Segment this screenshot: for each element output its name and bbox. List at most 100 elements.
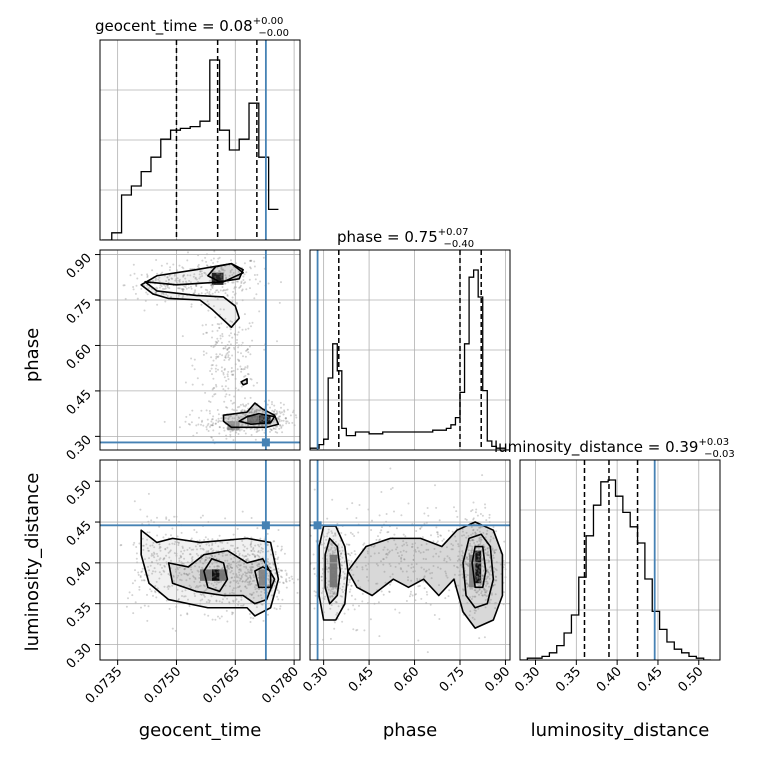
pair-geocent_time-phase-sample-point — [226, 373, 229, 376]
pair-phase-luminosity_distance-sample-point — [476, 514, 479, 517]
pair-phase-luminosity_distance-sample-point — [499, 563, 502, 566]
pair-phase-luminosity_distance-sample-point — [400, 557, 403, 560]
hist-bin-phase-21 — [405, 432, 410, 450]
pair-geocent_time-luminosity_distance-sample-point — [276, 589, 279, 592]
pair-geocent_time-luminosity_distance-sample-point — [238, 564, 241, 567]
hist-bin-geocent_time-4 — [141, 172, 151, 240]
pair-geocent_time-phase-sample-point — [235, 301, 238, 304]
pair-phase-luminosity_distance-sample-point — [375, 582, 378, 585]
pair-geocent_time-luminosity_distance-sample-point — [147, 565, 149, 568]
pair-phase-luminosity_distance-sample-point — [479, 583, 482, 586]
pair-phase-luminosity_distance-sample-point — [445, 572, 447, 575]
pair-geocent_time-phase-sample-point — [212, 359, 215, 362]
pair-phase-luminosity_distance-sample-point — [469, 585, 472, 588]
hist-bin-phase-10 — [355, 432, 360, 450]
pair-phase-luminosity_distance-sample-point — [334, 532, 337, 535]
pair-geocent_time-phase-sample-point — [272, 410, 275, 413]
pair-phase-luminosity_distance-sample-point — [473, 563, 476, 566]
pair-geocent_time-luminosity_distance-sample-point — [206, 578, 209, 581]
pair-geocent_time-phase-sample-point — [291, 421, 294, 424]
pair-geocent_time-luminosity_distance-sample-point — [144, 558, 146, 561]
pair-phase-luminosity_distance-sample-point — [344, 560, 346, 563]
pair-geocent_time-luminosity_distance-sample-point — [232, 611, 235, 614]
pair-geocent_time-luminosity_distance-sample-point — [165, 562, 168, 565]
pair-geocent_time-phase-sample-point — [258, 310, 261, 313]
hist-bin-phase-12 — [365, 432, 370, 450]
pair-geocent_time-phase-sample-point — [158, 286, 161, 289]
x-tick-label-luminosity_distance-1: 0.35 — [553, 664, 584, 695]
pair-geocent_time-luminosity_distance-sample-point — [170, 534, 172, 537]
pair-geocent_time-luminosity_distance-sample-point — [277, 571, 280, 574]
pair-phase-luminosity_distance-sample-point — [477, 590, 479, 593]
pair-phase-luminosity_distance-sample-point — [407, 576, 409, 579]
pair-phase-luminosity_distance-sample-point — [477, 580, 480, 583]
pair-geocent_time-phase-sample-point — [252, 417, 255, 420]
pair-geocent_time-phase-sample-point — [249, 287, 251, 290]
pair-geocent_time-luminosity_distance-sample-point — [262, 584, 265, 587]
pair-geocent_time-luminosity_distance-sample-point — [208, 544, 211, 547]
pair-geocent_time-phase-sample-point — [182, 274, 185, 277]
pair-geocent_time-luminosity_distance-sample-point — [245, 578, 248, 581]
pair-phase-luminosity_distance-sample-point — [474, 551, 477, 554]
pair-phase-luminosity_distance-sample-point — [478, 570, 481, 573]
pair-geocent_time-luminosity_distance-sample-point — [200, 557, 203, 560]
pair-phase-luminosity_distance-sample-point — [461, 550, 464, 553]
pair-geocent_time-phase-sample-point — [269, 430, 271, 433]
pair-geocent_time-luminosity_distance-sample-point — [250, 572, 253, 575]
pair-phase-luminosity_distance-sample-point — [472, 501, 475, 504]
pair-geocent_time-luminosity_distance-sample-point — [249, 543, 252, 546]
pair-geocent_time-luminosity_distance-sample-point — [268, 565, 270, 568]
pair-geocent_time-phase-contour-0 — [140, 262, 244, 329]
pair-geocent_time-luminosity_distance-sample-point — [153, 567, 156, 570]
pair-geocent_time-phase-sample-point — [240, 428, 243, 431]
pair-geocent_time-luminosity_distance-sample-point — [188, 577, 191, 580]
pair-geocent_time-luminosity_distance-sample-point — [166, 546, 169, 549]
pair-geocent_time-luminosity_distance-sample-point — [263, 576, 266, 579]
pair-phase-luminosity_distance-sample-point — [388, 550, 391, 553]
pair-phase-luminosity_distance-sample-point — [408, 595, 411, 598]
pair-geocent_time-phase-sample-point — [250, 411, 253, 414]
pair-phase-luminosity_distance-sample-point — [390, 488, 392, 491]
pair-geocent_time-phase-sample-point — [255, 421, 258, 424]
pair-phase-luminosity_distance-sample-point — [486, 547, 489, 550]
pair-geocent_time-phase-sample-point — [237, 270, 240, 273]
pair-geocent_time-luminosity_distance-sample-point — [220, 615, 223, 618]
pair-phase-luminosity_distance-sample-point — [331, 590, 334, 593]
hist-bin-geocent_time-8 — [180, 128, 190, 240]
pair-geocent_time-phase-sample-point — [232, 281, 235, 284]
pair-phase-luminosity_distance-sample-point — [479, 526, 482, 529]
pair-geocent_time-phase-sample-point — [232, 369, 235, 372]
pair-geocent_time-luminosity_distance-sample-point — [183, 557, 186, 560]
pair-phase-luminosity_distance-sample-point — [341, 588, 344, 591]
pair-geocent_time-phase-sample-point — [189, 274, 192, 277]
pair-geocent_time-phase-sample-point — [251, 418, 253, 421]
pair-geocent_time-phase-sample-point — [210, 284, 213, 287]
panel-phase-vs-luminosity_distance-frame — [309, 459, 511, 661]
pair-geocent_time-phase-sample-point — [223, 429, 226, 432]
pair-geocent_time-luminosity_distance-sample-point — [172, 574, 175, 577]
pair-geocent_time-luminosity_distance-sample-point — [196, 548, 198, 551]
pair-phase-luminosity_distance-sample-point — [445, 546, 448, 549]
pair-geocent_time-phase-sample-point — [200, 286, 203, 288]
pair-geocent_time-phase-sample-point — [253, 416, 256, 419]
pair-geocent_time-phase-sample-point — [177, 287, 179, 290]
pair-geocent_time-luminosity_distance-sample-point — [260, 547, 263, 549]
pair-geocent_time-phase-sample-point — [134, 292, 137, 295]
pair-phase-luminosity_distance-sample-point — [347, 559, 350, 562]
pair-geocent_time-phase-sample-point — [238, 326, 241, 329]
pair-geocent_time-luminosity_distance-sample-point — [249, 544, 252, 546]
pair-phase-luminosity_distance-sample-point — [503, 563, 506, 566]
pair-phase-luminosity_distance-sample-point — [364, 556, 367, 559]
pair-phase-luminosity_distance-sample-point — [364, 564, 367, 567]
pair-geocent_time-luminosity_distance-sample-point — [209, 576, 212, 579]
pair-geocent_time-luminosity_distance-sample-point — [246, 577, 249, 580]
pair-phase-luminosity_distance-sample-point — [333, 627, 336, 630]
pair-geocent_time-phase-sample-point — [155, 277, 157, 280]
pair-geocent_time-phase-sample-point — [217, 355, 220, 358]
pair-phase-luminosity_distance-sample-point — [420, 544, 423, 546]
pair-geocent_time-luminosity_distance-sample-point — [189, 553, 192, 556]
pair-geocent_time-luminosity_distance-sample-point — [134, 601, 137, 604]
pair-phase-luminosity_distance-sample-point — [449, 558, 452, 561]
pair-geocent_time-phase-sample-point — [202, 350, 205, 353]
pair-phase-luminosity_distance-sample-point — [461, 534, 464, 537]
